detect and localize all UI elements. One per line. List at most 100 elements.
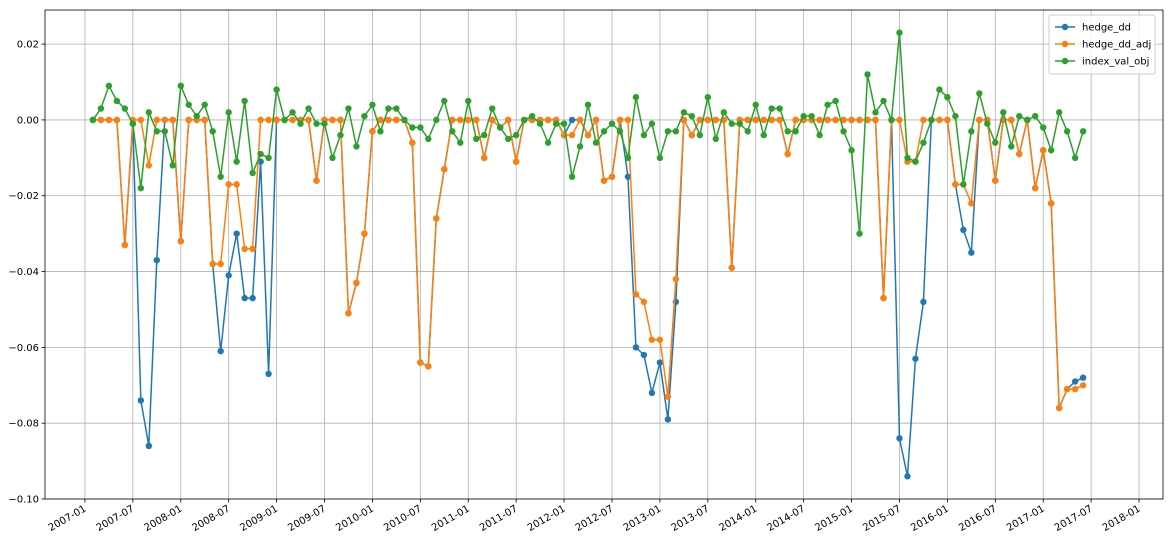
data-point bbox=[185, 116, 192, 124]
data-point bbox=[624, 116, 632, 124]
data-point bbox=[113, 97, 121, 105]
data-point bbox=[992, 177, 999, 184]
data-point bbox=[496, 124, 504, 131]
x-tick-label: 2011-01 bbox=[430, 504, 472, 534]
data-point bbox=[872, 116, 879, 124]
data-point bbox=[584, 101, 592, 108]
data-point bbox=[760, 131, 767, 139]
data-point bbox=[568, 131, 576, 139]
data-point bbox=[121, 105, 129, 112]
data-point bbox=[481, 131, 488, 139]
data-point bbox=[369, 101, 376, 108]
data-point bbox=[225, 109, 232, 116]
data-point bbox=[632, 344, 640, 351]
data-point bbox=[664, 128, 672, 135]
data-point bbox=[265, 370, 272, 378]
data-point bbox=[656, 336, 664, 343]
data-point bbox=[305, 105, 312, 112]
data-point bbox=[393, 105, 400, 112]
data-point bbox=[201, 116, 208, 124]
data-point bbox=[648, 389, 656, 397]
data-point bbox=[417, 124, 424, 131]
x-tick-label: 2018-01 bbox=[1101, 504, 1143, 534]
data-point bbox=[1055, 404, 1063, 412]
x-tick-label: 2008-07 bbox=[190, 504, 232, 534]
data-point bbox=[361, 230, 368, 237]
data-point bbox=[217, 173, 224, 180]
data-point bbox=[233, 181, 240, 188]
data-point bbox=[784, 128, 791, 135]
data-point bbox=[1032, 112, 1039, 120]
data-point bbox=[153, 256, 160, 264]
data-point bbox=[896, 435, 903, 442]
data-point bbox=[968, 249, 975, 256]
data-point bbox=[473, 116, 480, 124]
data-point bbox=[520, 116, 528, 124]
data-point bbox=[137, 116, 145, 124]
data-point bbox=[664, 393, 672, 400]
data-point bbox=[720, 109, 727, 116]
data-point bbox=[760, 116, 767, 124]
data-point bbox=[257, 158, 264, 165]
data-point bbox=[952, 112, 959, 120]
data-point bbox=[848, 147, 855, 154]
data-point bbox=[680, 109, 688, 116]
x-tick-label: 2009-07 bbox=[286, 504, 328, 534]
x-tick-label: 2016-01 bbox=[909, 504, 951, 534]
data-point bbox=[433, 215, 440, 222]
data-point bbox=[840, 128, 847, 135]
data-point bbox=[137, 397, 145, 404]
data-point bbox=[225, 181, 232, 188]
data-point bbox=[409, 139, 416, 146]
data-point bbox=[273, 116, 280, 124]
data-point bbox=[265, 116, 272, 124]
data-point bbox=[712, 116, 719, 124]
data-point bbox=[353, 279, 360, 287]
data-point bbox=[185, 101, 192, 108]
data-point bbox=[864, 71, 871, 78]
data-point bbox=[744, 128, 751, 135]
data-point bbox=[425, 135, 432, 143]
data-point bbox=[217, 260, 224, 268]
data-point bbox=[257, 150, 264, 158]
data-point bbox=[1071, 385, 1079, 393]
data-point bbox=[600, 177, 608, 184]
data-point bbox=[568, 173, 576, 180]
data-point bbox=[544, 139, 552, 146]
data-point bbox=[624, 154, 632, 162]
data-point bbox=[968, 128, 975, 135]
x-tick-label: 2014-01 bbox=[718, 504, 760, 534]
data-point bbox=[289, 116, 296, 124]
data-point bbox=[672, 128, 680, 135]
y-tick-label: −0.10 bbox=[8, 495, 39, 506]
data-point bbox=[824, 116, 831, 124]
data-point bbox=[1008, 143, 1015, 150]
data-point bbox=[417, 359, 424, 366]
data-point bbox=[249, 169, 256, 177]
y-tick-label: −0.06 bbox=[8, 343, 39, 354]
data-point bbox=[121, 241, 129, 249]
data-point bbox=[640, 298, 648, 306]
data-point bbox=[784, 150, 791, 158]
data-point bbox=[161, 128, 168, 135]
data-point bbox=[792, 128, 799, 135]
x-tick-label: 2007-07 bbox=[95, 504, 137, 534]
data-point bbox=[233, 230, 240, 237]
data-point bbox=[425, 363, 432, 370]
data-point bbox=[385, 116, 392, 124]
data-point bbox=[201, 101, 208, 108]
data-point bbox=[345, 310, 352, 317]
data-point bbox=[856, 230, 863, 237]
data-point bbox=[920, 139, 927, 146]
data-point bbox=[504, 135, 512, 143]
data-point bbox=[321, 120, 328, 127]
data-point bbox=[1024, 116, 1031, 124]
data-point bbox=[233, 158, 240, 165]
data-point bbox=[1079, 382, 1087, 389]
data-point bbox=[401, 116, 408, 124]
data-point bbox=[225, 272, 232, 279]
data-point bbox=[704, 116, 712, 124]
data-point bbox=[600, 128, 608, 135]
data-point bbox=[680, 116, 688, 124]
